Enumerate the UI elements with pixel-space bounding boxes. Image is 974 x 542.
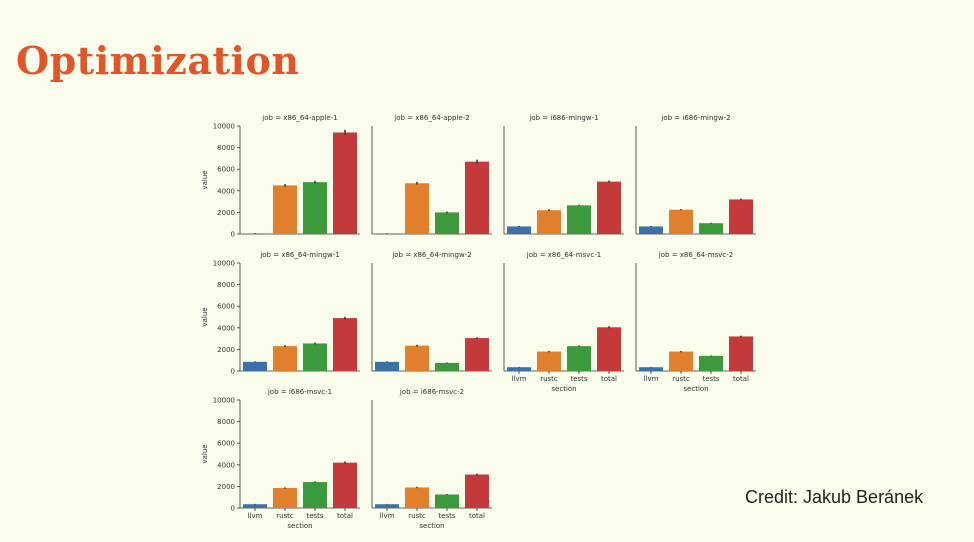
bar [597, 327, 621, 371]
y-tick-label: 4000 [217, 187, 235, 195]
bar [729, 336, 753, 371]
y-tick-label: 4000 [217, 324, 235, 332]
y-tick-label: 0 [231, 505, 235, 513]
bar [273, 346, 297, 371]
y-tick-label: 0 [231, 231, 235, 239]
x-tick-label: llvm [248, 512, 263, 520]
bar [333, 318, 357, 371]
y-tick-label: 6000 [217, 166, 235, 174]
bar [465, 474, 489, 508]
x-tick-label: rustc [672, 375, 690, 383]
y-tick-label: 6000 [217, 303, 235, 311]
x-tick-label: total [733, 375, 749, 383]
y-tick-label: 8000 [217, 281, 235, 289]
bar [243, 361, 267, 371]
y-axis-label: value [201, 444, 209, 463]
bar [729, 199, 753, 234]
panel-title: job = x86_64-apple-2 [393, 114, 469, 122]
bar [699, 355, 723, 371]
bar [333, 132, 357, 234]
bar [405, 183, 429, 234]
x-tick-label: llvm [644, 375, 659, 383]
x-tick-label: llvm [512, 375, 527, 383]
x-tick-label: total [601, 375, 617, 383]
bar [639, 367, 663, 371]
bar [375, 504, 399, 508]
panel-title: job = i686-msvc-1 [267, 388, 332, 396]
panel-title: job = i686-mingw-1 [528, 114, 598, 122]
y-axis-label: value [201, 170, 209, 189]
y-tick-label: 8000 [217, 418, 235, 426]
bar [507, 226, 531, 234]
bar [435, 212, 459, 234]
bar [507, 367, 531, 371]
bar [669, 209, 693, 234]
bar [639, 226, 663, 234]
slide-title: Optimization [16, 38, 300, 83]
bar [699, 223, 723, 234]
bar [243, 504, 267, 508]
x-tick-label: total [469, 512, 485, 520]
panel-title: job = i686-msvc-2 [399, 388, 464, 396]
bar [375, 361, 399, 371]
x-tick-label: tests [570, 375, 587, 383]
y-tick-label: 10000 [213, 123, 235, 131]
x-tick-label: rustc [540, 375, 558, 383]
bar [465, 338, 489, 371]
panel-title: job = x86_64-apple-1 [261, 114, 337, 122]
bar [333, 462, 357, 508]
x-tick-label: total [337, 512, 353, 520]
facet-bar-chart: job = x86_64-apple-1 0 2000 4000 6000 8000 100… [201, 114, 756, 530]
x-axis-label: section [287, 522, 312, 530]
bar [303, 182, 327, 234]
y-tick-label: 2000 [217, 346, 235, 354]
bar [537, 351, 561, 371]
x-tick-label: tests [438, 512, 455, 520]
bar [537, 210, 561, 234]
y-axis-label: value [201, 307, 209, 326]
bar [567, 205, 591, 234]
bar [405, 487, 429, 508]
x-tick-label: rustc [408, 512, 426, 520]
x-tick-label: rustc [276, 512, 294, 520]
bar [435, 362, 459, 371]
y-tick-label: 6000 [217, 440, 235, 448]
bar [273, 185, 297, 234]
bar [597, 181, 621, 234]
panel-title: job = x86_64-msvc-2 [658, 251, 733, 259]
panel-title: job = i686-mingw-2 [660, 114, 730, 122]
y-tick-label: 10000 [213, 260, 235, 268]
y-tick-label: 4000 [217, 461, 235, 469]
x-tick-label: llvm [380, 512, 395, 520]
panel-title: job = x86_64-msvc-1 [526, 251, 601, 259]
y-tick-label: 2000 [217, 483, 235, 491]
bar [435, 494, 459, 508]
y-tick-label: 8000 [217, 144, 235, 152]
bar [303, 482, 327, 508]
x-axis-label: section [683, 385, 708, 393]
bar [567, 346, 591, 371]
panel-title: job = x86_64-mingw-2 [391, 251, 471, 259]
y-tick-label: 0 [231, 368, 235, 376]
panel-title: job = x86_64-mingw-1 [259, 251, 339, 259]
bar [303, 343, 327, 371]
y-tick-label: 10000 [213, 397, 235, 405]
x-axis-label: section [419, 522, 444, 530]
y-tick-label: 2000 [217, 209, 235, 217]
bar [405, 345, 429, 371]
x-tick-label: tests [306, 512, 323, 520]
x-tick-label: tests [702, 375, 719, 383]
bar [669, 351, 693, 371]
x-axis-label: section [551, 385, 576, 393]
credit-text: Credit: Jakub Beránek [745, 487, 924, 507]
bar [465, 161, 489, 234]
bar [273, 488, 297, 508]
